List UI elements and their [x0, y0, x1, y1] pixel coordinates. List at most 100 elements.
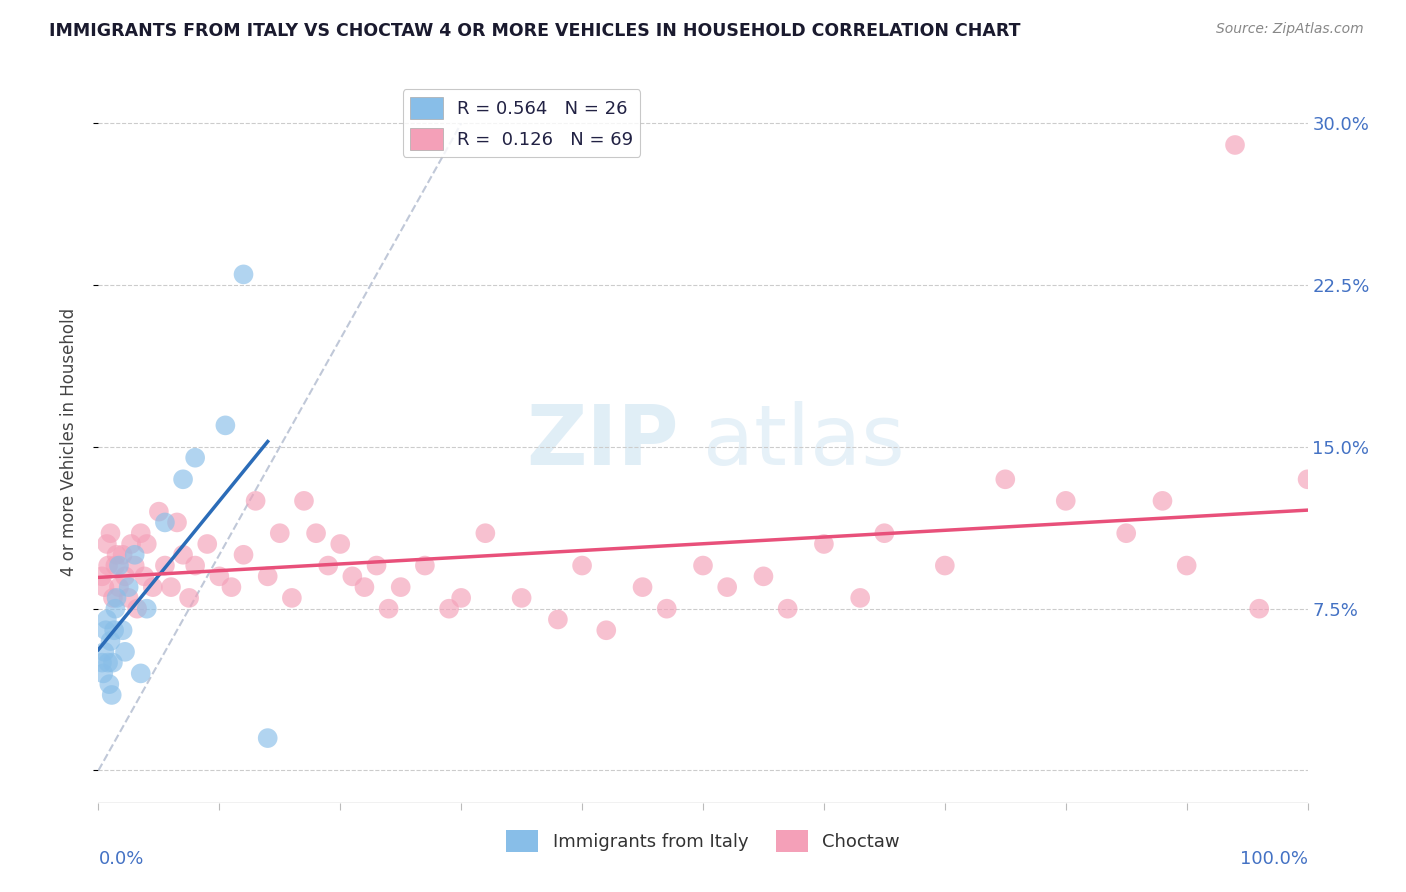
Point: [100, 526, 122, 541]
Point: [208, 569, 231, 583]
Point: [100, 688, 122, 702]
Point: [166, 516, 188, 530]
Point: [127, 601, 149, 615]
Point: [114, 569, 136, 583]
Point: [135, 537, 157, 551]
Point: [292, 493, 315, 508]
Point: [98, 677, 121, 691]
Point: [1115, 526, 1137, 541]
Point: [124, 548, 146, 562]
Point: [129, 526, 152, 541]
Point: [195, 537, 218, 551]
Point: [97, 558, 120, 573]
Point: [142, 580, 165, 594]
Point: [124, 558, 146, 573]
Point: [179, 591, 201, 605]
Y-axis label: 4 or more Vehicles in Household: 4 or more Vehicles in Household: [59, 308, 77, 575]
Point: [752, 569, 775, 583]
Point: [776, 601, 799, 615]
Point: [153, 516, 176, 530]
Point: [305, 526, 328, 541]
Point: [571, 558, 593, 573]
Point: [101, 656, 124, 670]
Point: [94, 624, 117, 638]
Point: [849, 591, 872, 605]
Point: [1296, 472, 1319, 486]
Point: [118, 591, 141, 605]
Point: [153, 558, 176, 573]
Point: [221, 580, 243, 594]
Point: [245, 493, 267, 508]
Point: [105, 548, 128, 562]
Point: [184, 558, 207, 573]
Point: [134, 569, 156, 583]
Point: [97, 656, 120, 670]
Point: [692, 558, 714, 573]
Text: IMMIGRANTS FROM ITALY VS CHOCTAW 4 OR MORE VEHICLES IN HOUSEHOLD CORRELATION CHA: IMMIGRANTS FROM ITALY VS CHOCTAW 4 OR MO…: [49, 22, 1021, 40]
Point: [510, 591, 533, 605]
Point: [103, 624, 125, 638]
Point: [100, 634, 122, 648]
Point: [366, 558, 388, 573]
Point: [91, 666, 114, 681]
Point: [104, 558, 127, 573]
Text: atlas: atlas: [703, 401, 904, 482]
Point: [413, 558, 436, 573]
Point: [114, 645, 136, 659]
Point: [1152, 493, 1174, 508]
Point: [129, 666, 152, 681]
Point: [120, 537, 142, 551]
Text: ZIP: ZIP: [526, 401, 679, 482]
Point: [232, 548, 254, 562]
Point: [93, 645, 115, 659]
Point: [96, 537, 118, 551]
Point: [547, 612, 569, 626]
Point: [1249, 601, 1271, 615]
Point: [342, 569, 364, 583]
Point: [172, 472, 194, 486]
Point: [934, 558, 956, 573]
Point: [813, 537, 835, 551]
Text: 0.0%: 0.0%: [98, 850, 143, 868]
Legend: Immigrants from Italy, Choctaw: Immigrants from Italy, Choctaw: [499, 822, 907, 859]
Point: [105, 591, 128, 605]
Point: [160, 580, 183, 594]
Point: [655, 601, 678, 615]
Point: [214, 418, 236, 433]
Point: [108, 558, 131, 573]
Point: [281, 591, 304, 605]
Point: [437, 601, 460, 615]
Point: [104, 601, 127, 615]
Point: [1175, 558, 1198, 573]
Point: [450, 591, 472, 605]
Point: [232, 268, 254, 282]
Point: [329, 537, 352, 551]
Point: [148, 505, 170, 519]
Point: [108, 580, 131, 594]
Point: [1054, 493, 1077, 508]
Text: 100.0%: 100.0%: [1240, 850, 1308, 868]
Point: [118, 580, 141, 594]
Point: [101, 591, 124, 605]
Point: [316, 558, 339, 573]
Point: [353, 580, 375, 594]
Point: [269, 526, 291, 541]
Point: [111, 624, 134, 638]
Point: [93, 580, 115, 594]
Point: [172, 548, 194, 562]
Point: [595, 624, 617, 638]
Point: [91, 569, 114, 583]
Point: [873, 526, 896, 541]
Point: [474, 526, 496, 541]
Point: [111, 548, 134, 562]
Point: [1223, 138, 1246, 153]
Text: Source: ZipAtlas.com: Source: ZipAtlas.com: [1216, 22, 1364, 37]
Point: [256, 569, 278, 583]
Point: [377, 601, 399, 615]
Point: [256, 731, 278, 745]
Point: [184, 450, 207, 465]
Point: [994, 472, 1017, 486]
Point: [716, 580, 738, 594]
Point: [91, 656, 114, 670]
Point: [135, 601, 157, 615]
